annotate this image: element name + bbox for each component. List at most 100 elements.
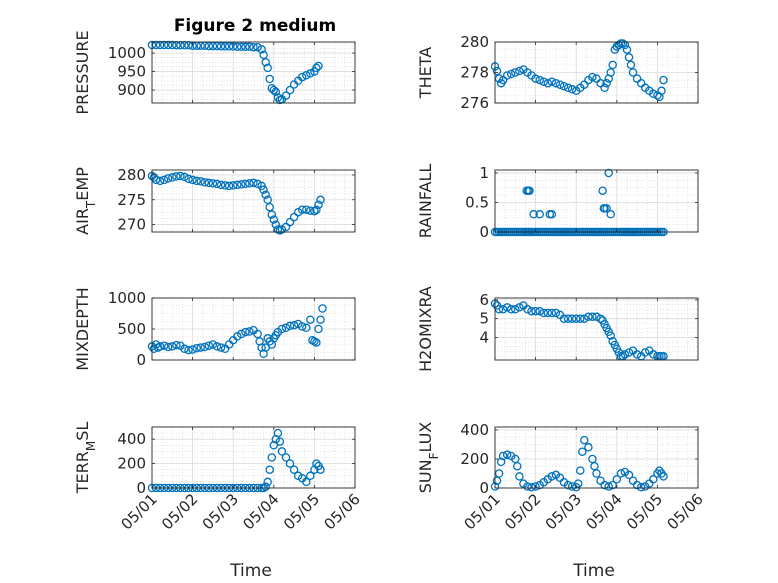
- data-point: [573, 479, 583, 488]
- data-point: [155, 40, 165, 50]
- data-point: [233, 42, 242, 52]
- data-point: [543, 308, 553, 318]
- data-point: [498, 305, 508, 314]
- y-axis-label: H2OMIXRA: [416, 286, 435, 372]
- data-point: [265, 74, 274, 84]
- x-tick-label: 05/06: [664, 490, 707, 533]
- y-tick-label: 200: [460, 450, 489, 468]
- data-point: [306, 315, 315, 324]
- data-point: [624, 470, 634, 480]
- x-axis-label-right: Time: [572, 561, 615, 581]
- y-tick-label: 400: [117, 430, 146, 448]
- axes-box: [494, 169, 699, 233]
- subplot-6: 456 H2OMIXRA: [416, 286, 699, 372]
- data-point: [263, 477, 272, 487]
- data-point: [281, 91, 291, 100]
- data-point: [253, 179, 262, 189]
- axes-box: [494, 297, 699, 361]
- data-point: [208, 41, 218, 51]
- subplot-5: 0 500 1000 MIXDEPTH: [73, 287, 356, 371]
- figure-title: Figure 2 medium: [174, 16, 336, 36]
- data-point: [275, 437, 285, 446]
- data-point: [216, 343, 226, 352]
- y-tick-label: 0: [479, 223, 489, 241]
- data-point: [277, 324, 287, 334]
- data-point: [624, 348, 634, 357]
- data-point: [598, 186, 607, 195]
- data-point: [606, 210, 615, 219]
- data-point: [241, 42, 250, 52]
- data-point: [180, 172, 189, 182]
- data-point: [208, 179, 218, 188]
- data-point: [624, 53, 634, 62]
- data-point: [547, 77, 557, 86]
- data-point: [571, 314, 581, 323]
- data-point: [312, 63, 321, 73]
- data-point: [216, 42, 226, 51]
- data-point: [267, 210, 277, 219]
- data-point: [596, 314, 605, 323]
- data-point: [245, 42, 254, 52]
- data-point: [576, 466, 585, 475]
- axes-box: [151, 41, 356, 104]
- x-axis-label-left: Time: [229, 561, 272, 581]
- data-point: [163, 342, 173, 352]
- data-point: [592, 469, 601, 478]
- data-point: [584, 312, 593, 322]
- data-point: [200, 178, 210, 187]
- y-tick-label: 500: [117, 320, 146, 338]
- data-point: [184, 345, 193, 355]
- data-point: [263, 63, 272, 73]
- data-point: [200, 342, 210, 352]
- data-point: [212, 179, 222, 189]
- data-point: [628, 68, 638, 77]
- y-axis-label: TERRMSL: [73, 422, 98, 495]
- data-point: [151, 40, 161, 50]
- data-point: [527, 483, 536, 492]
- data-point: [302, 205, 311, 214]
- data-point: [535, 306, 544, 316]
- subplot-7: 0200400TERRMSL05/0105/0205/0305/0405/050…: [73, 422, 364, 534]
- y-axis-label: AIRTEMP: [73, 167, 98, 235]
- y-axis-label: SUNFLUX: [416, 422, 441, 494]
- data-point: [184, 174, 193, 184]
- data-point: [492, 66, 502, 76]
- data-point: [259, 50, 268, 60]
- data-point: [196, 343, 205, 352]
- data-point: [602, 78, 611, 88]
- data-point: [649, 475, 658, 484]
- data-point: [168, 342, 177, 351]
- data-point: [547, 472, 557, 481]
- data-point: [316, 315, 325, 324]
- data-point: [649, 350, 658, 359]
- data-point: [289, 212, 299, 222]
- data-point: [297, 322, 307, 331]
- data-point: [502, 450, 512, 459]
- data-point: [626, 60, 636, 70]
- data-point: [547, 308, 557, 318]
- data-point: [539, 77, 548, 86]
- data-point: [297, 72, 307, 82]
- data-point: [600, 480, 609, 490]
- data-point: [237, 329, 246, 339]
- data-point: [523, 305, 532, 314]
- data-point: [588, 312, 597, 322]
- data-point: [269, 215, 279, 224]
- data-point: [249, 42, 258, 52]
- data-point: [261, 58, 270, 67]
- data-point: [636, 483, 646, 492]
- data-point: [192, 343, 201, 353]
- y-tick-label: 278: [460, 64, 489, 82]
- data-point: [494, 305, 504, 314]
- y-tick-label: 276: [460, 94, 489, 112]
- data-point: [289, 321, 299, 330]
- data-point: [259, 185, 268, 195]
- data-point: [224, 181, 234, 191]
- y-tick-label: 1: [479, 164, 489, 182]
- data-point: [168, 173, 177, 182]
- y-tick-label: 280: [117, 166, 146, 184]
- data-point: [612, 475, 622, 484]
- data-point: [531, 74, 540, 83]
